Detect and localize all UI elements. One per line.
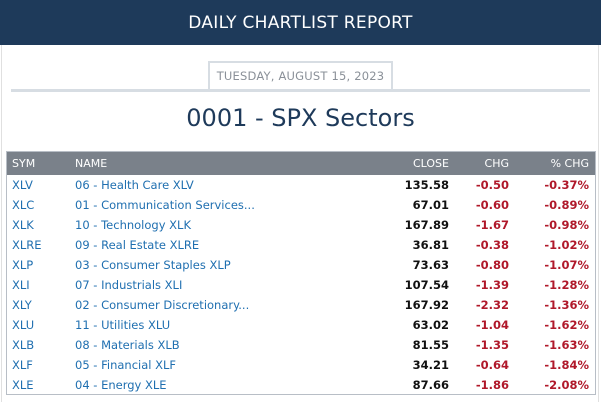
close-value: 87.66 — [412, 378, 449, 392]
change-value: -1.67 — [475, 218, 509, 232]
column-header-chg[interactable]: CHG — [484, 157, 509, 170]
change-value: -1.39 — [475, 278, 509, 292]
symbol-link[interactable]: XLV — [12, 178, 33, 192]
close-value: 135.58 — [404, 178, 449, 192]
close-value: 81.55 — [412, 338, 449, 352]
table-row: XLU 11 - Utilities XLU 63.02 -1.04 -1.62… — [7, 315, 595, 335]
table-row: XLB 08 - Materials XLB 81.55 -1.35 -1.63… — [7, 335, 595, 355]
close-value: 73.63 — [412, 258, 449, 272]
table-row: XLV 06 - Health Care XLV 135.58 -0.50 -0… — [7, 175, 595, 195]
pct-change-value: -1.84% — [544, 358, 589, 372]
symbol-link[interactable]: XLRE — [12, 238, 42, 252]
symbol-link[interactable]: XLE — [12, 378, 34, 392]
table-header: SYM NAME CLOSE CHG % CHG — [7, 152, 595, 175]
symbol-link[interactable]: XLY — [12, 298, 32, 312]
change-value: -0.60 — [475, 198, 509, 212]
name-link[interactable]: 09 - Real Estate XLRE — [75, 238, 200, 252]
name-link[interactable]: 05 - Financial XLF — [75, 358, 177, 372]
date-divider — [11, 89, 590, 92]
name-link[interactable]: 08 - Materials XLB — [75, 338, 180, 352]
change-value: -0.80 — [475, 258, 509, 272]
name-link[interactable]: 01 - Communication Services... — [75, 198, 255, 212]
pct-change-value: -1.07% — [544, 258, 589, 272]
report-date: TUESDAY, AUGUST 15, 2023 — [208, 61, 393, 89]
change-value: -1.35 — [475, 338, 509, 352]
pct-change-value: -0.89% — [544, 198, 589, 212]
column-header-pct-chg[interactable]: % CHG — [550, 157, 589, 170]
symbol-link[interactable]: XLP — [12, 258, 34, 272]
sectors-table: SYM NAME CLOSE CHG % CHG XLV 06 - Health… — [6, 151, 596, 395]
symbol-link[interactable]: XLB — [12, 338, 35, 352]
pct-change-value: -0.37% — [544, 178, 589, 192]
pct-change-value: -1.28% — [544, 278, 589, 292]
table-row: XLE 04 - Energy XLE 87.66 -1.86 -2.08% — [7, 375, 595, 395]
table-row: XLC 01 - Communication Services... 67.01… — [7, 195, 595, 215]
name-link[interactable]: 10 - Technology XLK — [75, 218, 191, 232]
close-value: 34.21 — [412, 358, 449, 372]
column-header-name[interactable]: NAME — [75, 157, 108, 170]
pct-change-value: -0.98% — [544, 218, 589, 232]
change-value: -0.50 — [475, 178, 509, 192]
name-link[interactable]: 07 - Industrials XLI — [75, 278, 183, 292]
name-link[interactable]: 11 - Utilities XLU — [75, 318, 171, 332]
column-header-sym[interactable]: SYM — [12, 157, 36, 170]
close-value: 167.92 — [404, 298, 449, 312]
pct-change-value: -1.02% — [544, 238, 589, 252]
symbol-link[interactable]: XLC — [12, 198, 35, 212]
change-value: -1.86 — [475, 378, 509, 392]
symbol-link[interactable]: XLU — [12, 318, 35, 332]
symbol-link[interactable]: XLF — [12, 358, 33, 372]
name-link[interactable]: 03 - Consumer Staples XLP — [75, 258, 231, 272]
name-link[interactable]: 04 - Energy XLE — [75, 378, 167, 392]
pct-change-value: -2.08% — [544, 378, 589, 392]
close-value: 63.02 — [412, 318, 449, 332]
pct-change-value: -1.36% — [544, 298, 589, 312]
name-link[interactable]: 06 - Health Care XLV — [75, 178, 194, 192]
close-value: 167.89 — [404, 218, 449, 232]
pct-change-value: -1.63% — [544, 338, 589, 352]
table-row: XLK 10 - Technology XLK 167.89 -1.67 -0.… — [7, 215, 595, 235]
table-row: XLY 02 - Consumer Discretionary... 167.9… — [7, 295, 595, 315]
close-value: 107.54 — [404, 278, 449, 292]
close-value: 67.01 — [412, 198, 449, 212]
table-row: XLP 03 - Consumer Staples XLP 73.63 -0.8… — [7, 255, 595, 275]
page-frame — [1, 45, 599, 402]
report-title: DAILY CHARTLIST REPORT — [188, 12, 413, 33]
symbol-link[interactable]: XLI — [12, 278, 30, 292]
close-value: 36.81 — [412, 238, 449, 252]
chartlist-title: 0001 - SPX Sectors — [186, 104, 415, 132]
table-row: XLRE 09 - Real Estate XLRE 36.81 -0.38 -… — [7, 235, 595, 255]
name-link[interactable]: 02 - Consumer Discretionary... — [75, 298, 250, 312]
table-row: XLI 07 - Industrials XLI 107.54 -1.39 -1… — [7, 275, 595, 295]
table-row: XLF 05 - Financial XLF 34.21 -0.64 -1.84… — [7, 355, 595, 375]
change-value: -0.64 — [475, 358, 509, 372]
change-value: -1.04 — [475, 318, 509, 332]
change-value: -2.32 — [475, 298, 509, 312]
change-value: -0.38 — [475, 238, 509, 252]
pct-change-value: -1.62% — [544, 318, 589, 332]
column-header-close[interactable]: CLOSE — [412, 157, 449, 170]
report-header: DAILY CHARTLIST REPORT — [0, 0, 601, 45]
symbol-link[interactable]: XLK — [12, 218, 34, 232]
